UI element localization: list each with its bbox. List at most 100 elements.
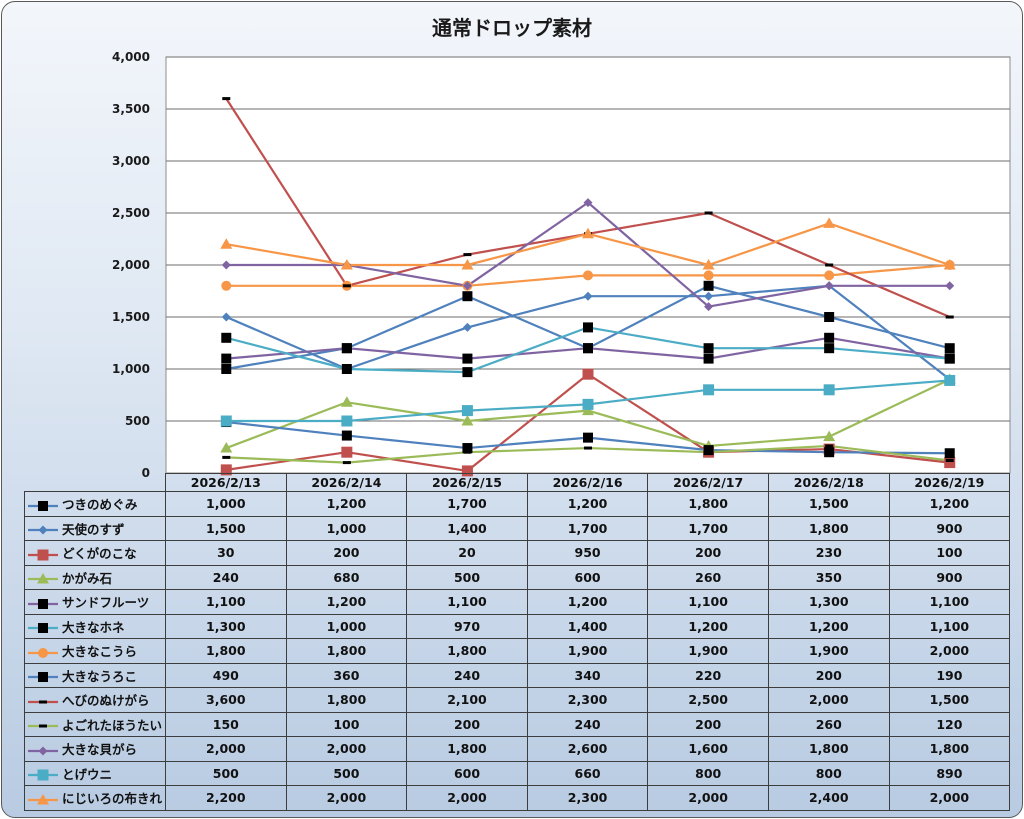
legend-key-icon [28, 573, 58, 584]
data-value-cell: 100 [285, 711, 408, 737]
data-value-cell: 970 [406, 613, 528, 639]
data-value-cell: 1,200 [526, 589, 649, 615]
table-header-row: 2026/2/13 2026/2/14 2026/2/15 2026/2/16 2026… [25, 473, 1011, 492]
data-value-cell: 2,000 [406, 785, 528, 811]
data-point-marker [704, 211, 713, 215]
table-row: にじいろの布きれ 2,200 2,000 2,000 2,300 2,000 2,400 2,… [24, 785, 1011, 811]
x-category-label: 2026/2/15 [406, 473, 528, 492]
data-point-marker [582, 368, 594, 380]
table-row: 大きなうろこ 490 360 240 340 220 200 190 [24, 662, 1011, 688]
data-point-marker [221, 364, 232, 374]
data-point-marker [823, 217, 836, 228]
legend-label: 大きなうろこ [62, 668, 138, 684]
data-value-cell: 1,800 [406, 736, 528, 762]
data-point-marker [461, 465, 473, 477]
legend-label: 大きなホネ [62, 619, 125, 635]
y-tick-label: 2,000 [112, 258, 150, 272]
data-point-marker [461, 415, 474, 426]
data-value-cell: 350 [767, 564, 890, 590]
data-value-cell: 1,000 [285, 515, 408, 541]
data-value-cell: 2,100 [406, 687, 528, 713]
data-point-marker [220, 464, 232, 476]
legend-label: へびのぬけがら [62, 693, 150, 709]
data-value-cell: 200 [285, 540, 408, 566]
data-value-cell: 800 [767, 760, 890, 786]
legend-entry: へびのぬけがら [24, 687, 166, 713]
data-value-cell: 1,800 [285, 687, 408, 713]
data-value-cell: 500 [165, 760, 287, 786]
legend-entry: つきのめぐみ [24, 491, 166, 517]
data-value-cell: 1,800 [767, 515, 890, 541]
data-value-cell: 660 [526, 760, 649, 786]
data-value-cell: 680 [285, 564, 408, 590]
data-point-marker [342, 284, 351, 288]
legend-label: どくがのこな [62, 546, 137, 562]
data-value-cell: 2,300 [526, 687, 649, 713]
data-point-marker [945, 459, 954, 463]
data-value-cell: 600 [406, 760, 528, 786]
data-value-cell: 1,000 [165, 491, 287, 517]
data-value-cell: 1,100 [647, 589, 769, 615]
x-category-label: 2026/2/18 [767, 473, 890, 492]
data-point-marker [704, 450, 713, 454]
data-point-marker [702, 259, 715, 270]
data-point-marker [583, 343, 593, 354]
legend-entry: とげウニ [24, 760, 166, 786]
legend-label: かがみ石 [62, 570, 113, 586]
data-value-cell: 1,700 [526, 515, 649, 541]
table-row: 大きなホネ 1,300 1,000 970 1,400 1,200 1,200 1,100 [24, 613, 1011, 639]
data-point-marker [462, 367, 473, 378]
x-category-label: 2026/2/17 [647, 473, 769, 492]
data-value-cell: 1,800 [888, 736, 1011, 762]
data-point-marker [823, 430, 836, 442]
data-value-cell: 200 [406, 711, 528, 737]
table-row: サンドフルーツ 1,100 1,200 1,100 1,200 1,100 1,300 1,1… [24, 589, 1011, 615]
legend-key-icon [28, 623, 58, 634]
data-value-cell: 1,700 [647, 515, 769, 541]
legend-entry: かがみ石 [24, 564, 166, 590]
data-value-cell: 2,000 [165, 736, 287, 762]
data-point-marker [945, 281, 955, 291]
data-value-cell: 900 [888, 515, 1011, 541]
table-row: よごれたほうたい 150 100 200 240 200 260 120 [24, 711, 1011, 737]
data-value-cell: 1,200 [285, 589, 408, 615]
data-point-marker [222, 97, 231, 101]
legend-label: よごれたほうたい [62, 717, 163, 733]
x-category-label: 2026/2/16 [526, 473, 649, 492]
chart-title: 通常ドロップ素材 [432, 16, 592, 40]
data-point-marker [340, 259, 353, 270]
y-tick-label: 2,500 [112, 206, 150, 220]
data-point-marker [462, 322, 472, 332]
data-point-marker [583, 291, 593, 301]
legend-entry: 大きな貝がら [24, 736, 166, 762]
data-point-marker [221, 260, 231, 270]
data-point-marker [824, 281, 834, 291]
table-row: かがみ石 240 680 500 600 260 350 900 [24, 564, 1011, 590]
y-tick-label: 1,500 [112, 310, 150, 324]
data-value-cell: 1,800 [406, 638, 528, 664]
data-value-cell: 2,400 [767, 785, 890, 811]
data-value-cell: 260 [767, 711, 890, 737]
data-value-cell: 2,200 [165, 785, 287, 811]
data-value-cell: 2,000 [767, 687, 890, 713]
data-value-cell: 1,500 [165, 515, 287, 541]
data-point-marker [823, 384, 835, 396]
legend-key-icon [28, 525, 58, 535]
series-markers [220, 97, 956, 477]
legend-key-icon [28, 700, 58, 704]
legend-entry: よごれたほうたい [24, 711, 166, 737]
data-point-marker [341, 446, 353, 458]
data-point-marker [462, 281, 472, 291]
legend-entry: にじいろの布きれ [24, 785, 166, 811]
data-point-marker [944, 457, 956, 469]
x-category-label: 2026/2/19 [888, 473, 1011, 492]
data-value-cell: 30 [165, 540, 287, 566]
data-value-cell: 800 [647, 760, 769, 786]
data-value-cell: 230 [767, 540, 890, 566]
data-point-marker [824, 343, 835, 354]
y-tick-label: 500 [125, 414, 150, 428]
data-value-cell: 1,800 [647, 491, 769, 517]
data-point-marker [583, 270, 593, 281]
data-value-cell: 600 [526, 564, 649, 590]
